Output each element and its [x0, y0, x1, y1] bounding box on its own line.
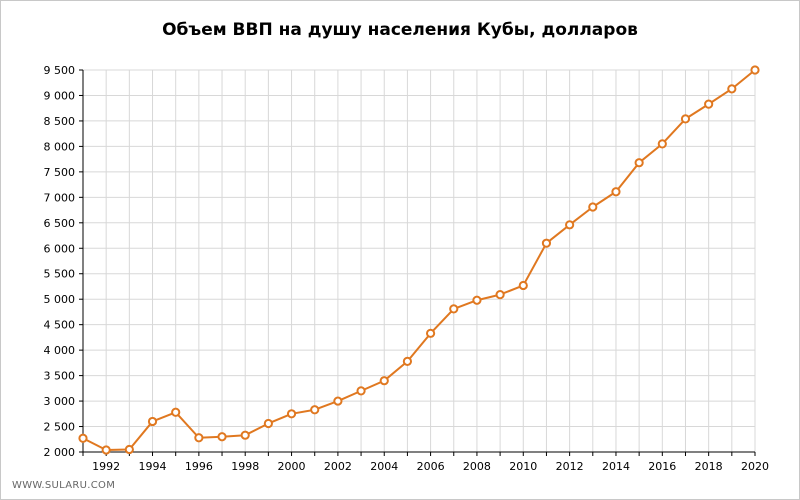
- data-point: [472, 295, 482, 305]
- data-point: [240, 430, 250, 440]
- y-tick-label: 7 500: [44, 166, 76, 179]
- y-tick-label: 6 500: [44, 217, 76, 230]
- data-point: [124, 444, 134, 455]
- data-point: [147, 416, 158, 427]
- y-tick-label: 3 500: [44, 370, 76, 383]
- data-point: [657, 139, 667, 149]
- x-tick-label: 2012: [556, 460, 584, 473]
- data-point: [402, 356, 413, 366]
- y-tick-label: 9 000: [44, 89, 76, 102]
- data-point: [101, 445, 111, 455]
- y-tick-label: 4 000: [44, 344, 76, 357]
- data-point: [634, 158, 644, 168]
- x-tick-label: 2018: [695, 460, 723, 473]
- x-tick-label: 2020: [741, 460, 769, 473]
- chart-title: Объем ВВП на душу населения Кубы, доллар…: [162, 20, 638, 40]
- data-point: [495, 290, 505, 300]
- y-tick-label: 5 500: [44, 268, 76, 281]
- data-point: [286, 409, 297, 419]
- data-point: [263, 418, 273, 429]
- data-point: [194, 433, 204, 443]
- x-tick-label: 1992: [92, 460, 120, 473]
- y-tick-label: 2 500: [44, 421, 76, 434]
- x-tick-label: 1998: [231, 460, 259, 473]
- data-point: [518, 280, 528, 291]
- data-point: [356, 386, 366, 396]
- data-point: [379, 376, 389, 386]
- y-tick-label: 8 000: [44, 140, 76, 153]
- data-point: [310, 405, 320, 415]
- y-tick-label: 8 500: [44, 115, 76, 128]
- data-point: [727, 84, 737, 94]
- x-tick-label: 1994: [139, 460, 167, 473]
- y-tick-label: 6 000: [44, 242, 76, 255]
- x-tick-label: 1996: [185, 460, 213, 473]
- x-tick-label: 2016: [648, 460, 676, 473]
- x-tick-label: 2004: [370, 460, 398, 473]
- x-tick-label: 2008: [463, 460, 491, 473]
- data-point: [750, 65, 760, 75]
- series-line: [82, 69, 756, 451]
- data-point: [565, 220, 575, 230]
- data-point: [588, 202, 598, 212]
- data-point: [78, 433, 88, 443]
- y-axis-ticks: 2 000 2 500 3 000 3 500 4 000 4 500 5 000 5 500…: [44, 64, 83, 459]
- axes: [82, 70, 755, 453]
- x-tick-label: 2006: [417, 460, 445, 473]
- data-point: [333, 396, 343, 406]
- data-point: [171, 407, 181, 417]
- x-tick-label: 2000: [278, 460, 306, 473]
- data-point: [680, 114, 691, 124]
- y-tick-label: 2 000: [44, 446, 76, 459]
- y-tick-label: 4 500: [44, 319, 76, 332]
- y-tick-label: 7 000: [44, 191, 76, 204]
- data-point: [425, 328, 436, 338]
- x-tick-label: 2010: [509, 460, 537, 473]
- data-point: [217, 432, 227, 442]
- x-tick-label: 2002: [324, 460, 352, 473]
- x-axis-ticks: 1992 1994 1996 1998 2000 2002 2004 2006 2008 2010…: [82, 452, 769, 473]
- data-point: [541, 238, 552, 248]
- y-tick-label: 5 000: [44, 293, 76, 306]
- grid: [82, 69, 756, 453]
- watermark: WWW.SULARU.COM: [12, 480, 116, 491]
- y-tick-label: 9 500: [44, 64, 76, 77]
- data-point: [611, 187, 621, 197]
- series: [78, 65, 760, 455]
- data-point: [704, 99, 714, 109]
- data-point: [449, 304, 459, 314]
- y-tick-label: 3 000: [44, 395, 76, 408]
- x-tick-label: 2014: [602, 460, 630, 473]
